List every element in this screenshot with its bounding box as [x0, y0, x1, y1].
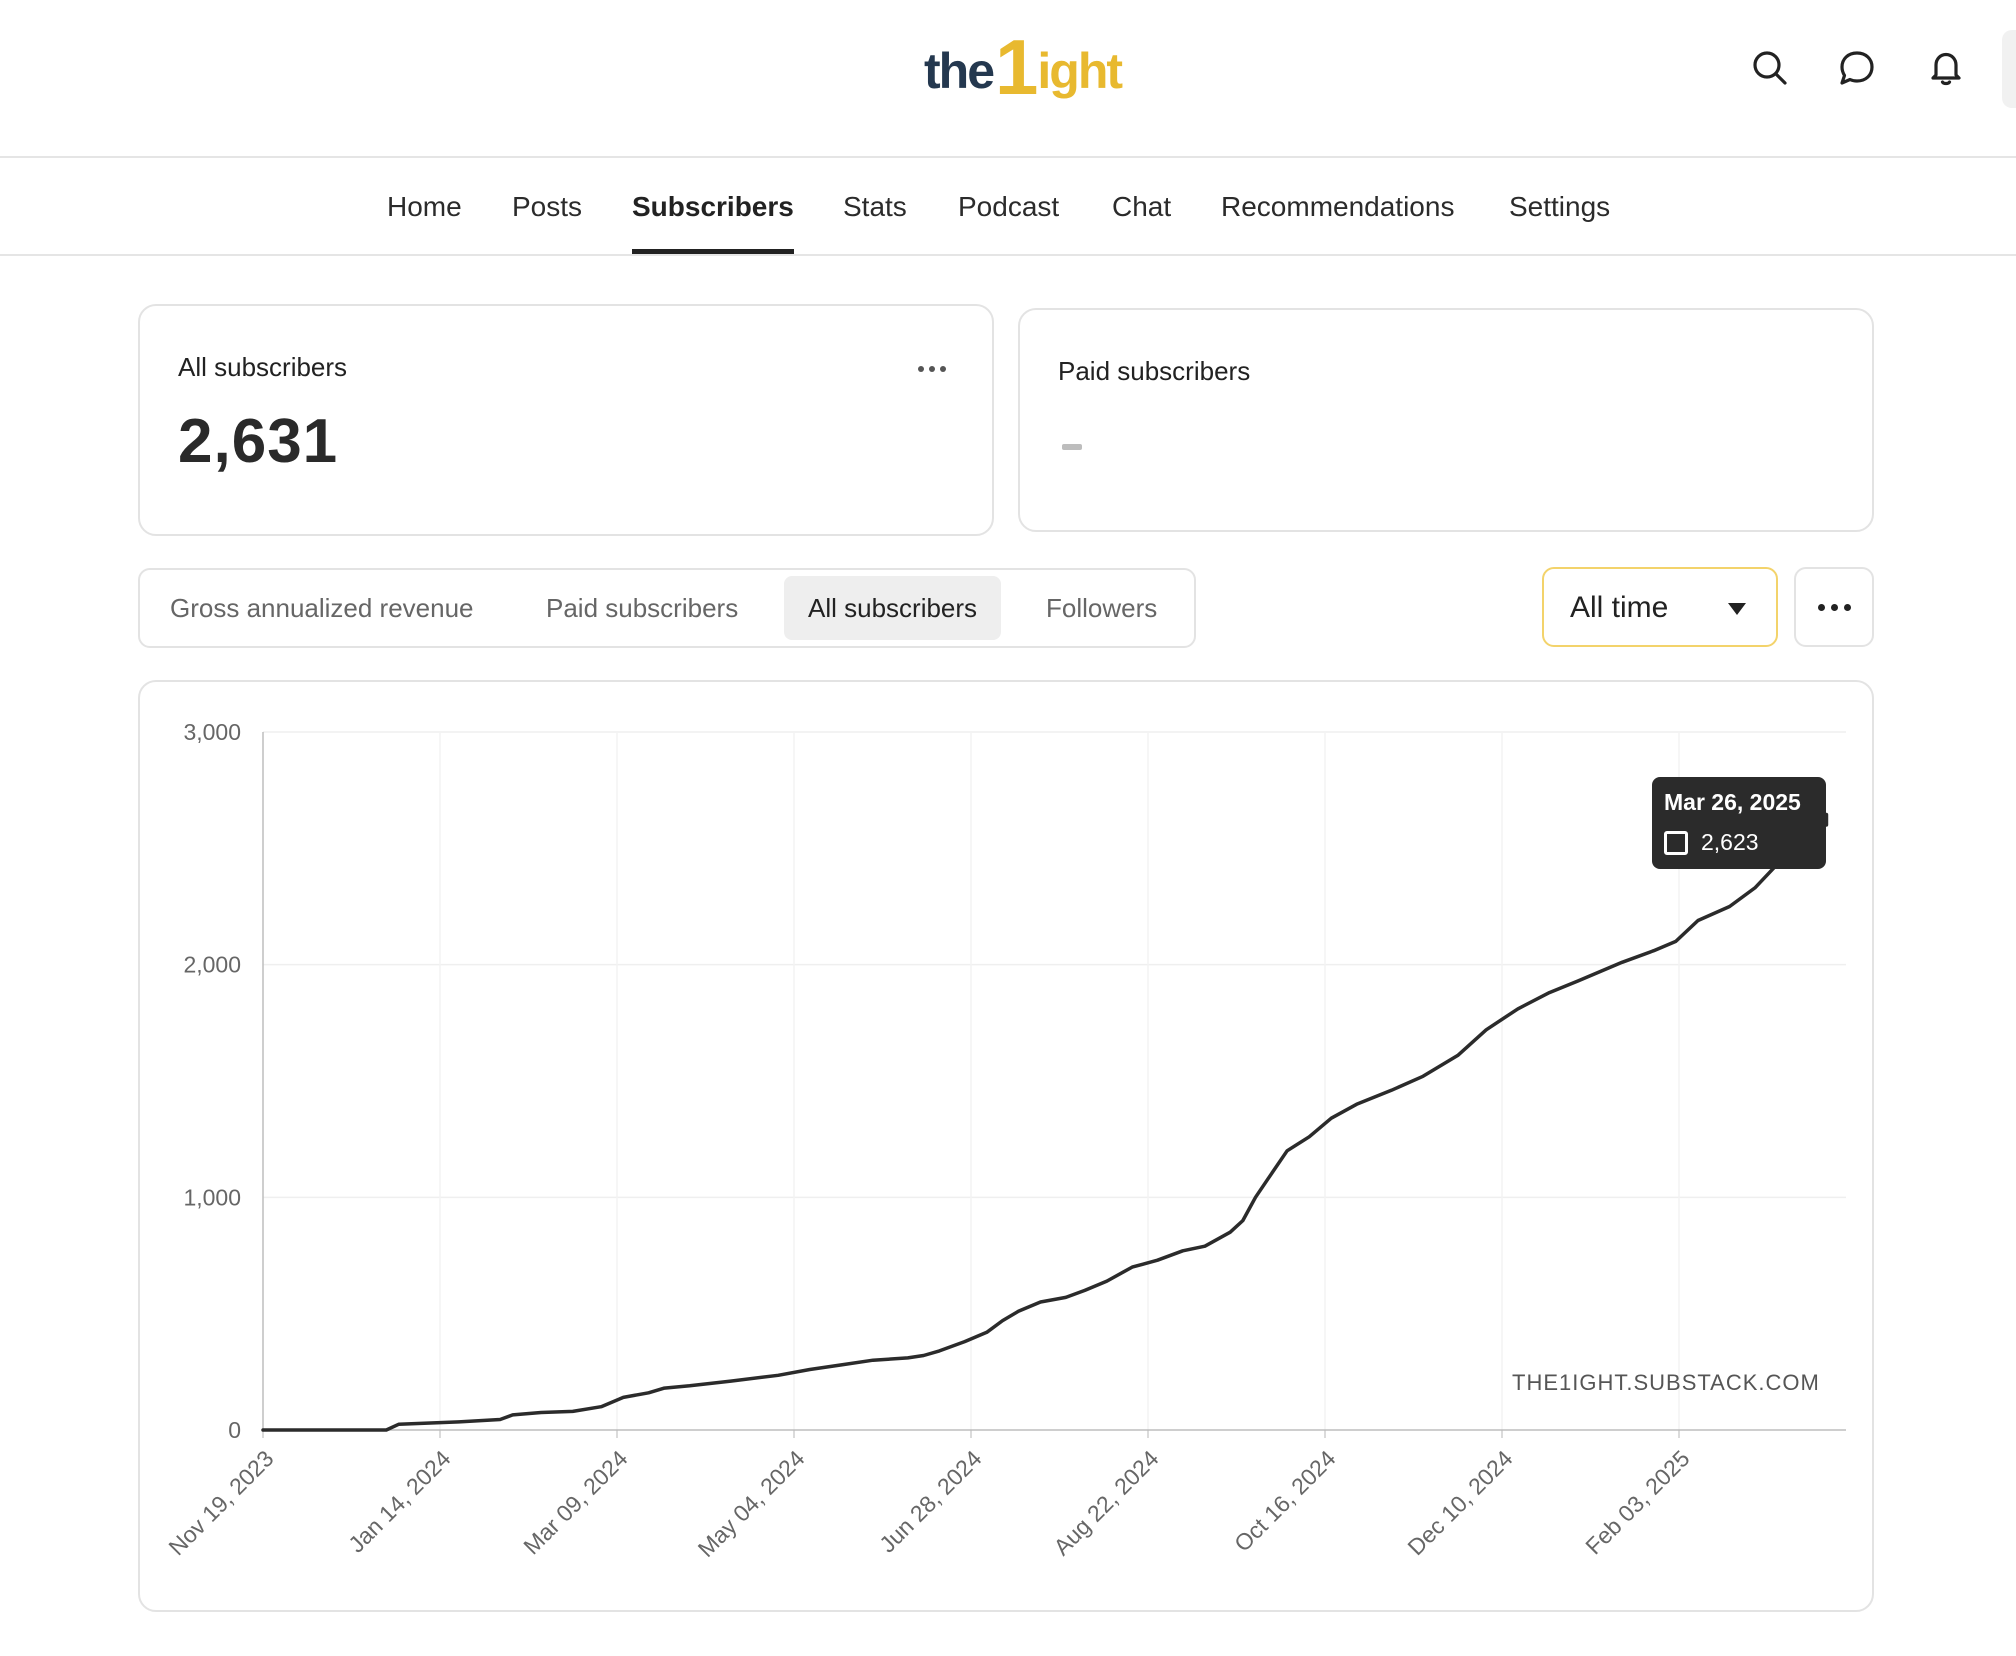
- y-tick-label: 2,000: [183, 952, 241, 978]
- tab-gross-annualized-revenue[interactable]: Gross annualized revenue: [170, 593, 474, 623]
- nav-settings[interactable]: Settings: [1509, 191, 1611, 222]
- chat-bubble-icon[interactable]: [1833, 44, 1881, 92]
- logo-text-the: the: [924, 43, 995, 99]
- x-tick-label: Dec 10, 2024: [1402, 1445, 1517, 1560]
- site-logo[interactable]: the 1 ight: [924, 23, 1123, 111]
- y-tick-label: 1,000: [183, 1184, 241, 1210]
- tooltip-series-swatch: [1664, 831, 1688, 855]
- x-tick-label: Feb 03, 2025: [1580, 1445, 1694, 1559]
- nav-chat[interactable]: Chat: [1112, 191, 1172, 222]
- search-icon[interactable]: [1746, 44, 1794, 92]
- time-range-selected: All time: [1570, 591, 1669, 624]
- series-line: [261, 817, 1823, 1432]
- dashboard-nav: Home Posts Subscribers Stats Podcast Cha…: [0, 160, 2016, 256]
- x-tick-label: Jan 14, 2024: [343, 1445, 456, 1558]
- paid-subscribers-card: Paid subscribers -: [1018, 308, 1874, 532]
- logo-text-one: 1: [995, 23, 1038, 111]
- x-tick-label: Oct 16, 2024: [1229, 1445, 1341, 1557]
- x-tick-label: Jun 28, 2024: [874, 1445, 987, 1558]
- chart-more-button[interactable]: [1794, 567, 1874, 647]
- logo-text-ight: ight: [1037, 43, 1123, 99]
- more-horizontal-icon: [1818, 604, 1851, 611]
- nav-stats[interactable]: Stats: [843, 191, 907, 222]
- chart-watermark: THE1IGHT.SUBSTACK.COM: [1512, 1370, 1820, 1395]
- y-tick-label: 0: [228, 1417, 241, 1443]
- tab-paid-subscribers[interactable]: Paid subscribers: [546, 593, 739, 623]
- y-tick-label: 3,000: [183, 719, 241, 745]
- nav-podcast[interactable]: Podcast: [958, 191, 1060, 222]
- tab-all-subscribers[interactable]: All subscribers: [784, 576, 1002, 640]
- tooltip-value: 2,623: [1701, 829, 1759, 855]
- nav-subscribers[interactable]: Subscribers: [632, 160, 794, 254]
- x-tick-label: Nov 19, 2023: [163, 1445, 278, 1560]
- nav-home[interactable]: Home: [387, 191, 462, 222]
- profile-button-edge[interactable]: [2002, 30, 2016, 108]
- all-subscribers-count: 2,631: [178, 407, 339, 476]
- x-tick-label: Mar 09, 2024: [518, 1445, 632, 1559]
- all-subscribers-card: All subscribers 2,631: [138, 304, 994, 536]
- time-range-dropdown[interactable]: All time: [1542, 567, 1778, 647]
- tooltip-date: Mar 26, 2025: [1664, 789, 1801, 815]
- chart-tooltip: Mar 26, 2025 2,623: [1652, 777, 1826, 869]
- bell-icon[interactable]: [1922, 44, 1970, 92]
- paid-subscribers-card-title: Paid subscribers: [1058, 356, 1251, 386]
- paid-subscribers-empty-value: -: [1062, 444, 1082, 450]
- x-tick-label: May 04, 2024: [693, 1445, 810, 1562]
- top-header: the 1 ight: [0, 0, 2016, 158]
- nav-posts[interactable]: Posts: [512, 191, 583, 222]
- metric-tabs: Gross annualized revenue Paid subscriber…: [138, 568, 1196, 648]
- tab-followers[interactable]: Followers: [1046, 593, 1158, 623]
- subscribers-line-chart: 0 1,000 2,000 3,000 Nov 19, 2023 Jan 14, 2024…: [163, 719, 1846, 1562]
- x-tick-label: Aug 22, 2024: [1048, 1445, 1163, 1560]
- card-more-icon[interactable]: [918, 366, 946, 372]
- all-subscribers-card-title: All subscribers: [178, 352, 348, 382]
- subscribers-chart-card: 0 1,000 2,000 3,000 Nov 19, 2023 Jan 14, 2024…: [138, 680, 1874, 1612]
- caret-down-icon: [1728, 603, 1746, 615]
- nav-recommendations[interactable]: Recommendations: [1221, 191, 1455, 222]
